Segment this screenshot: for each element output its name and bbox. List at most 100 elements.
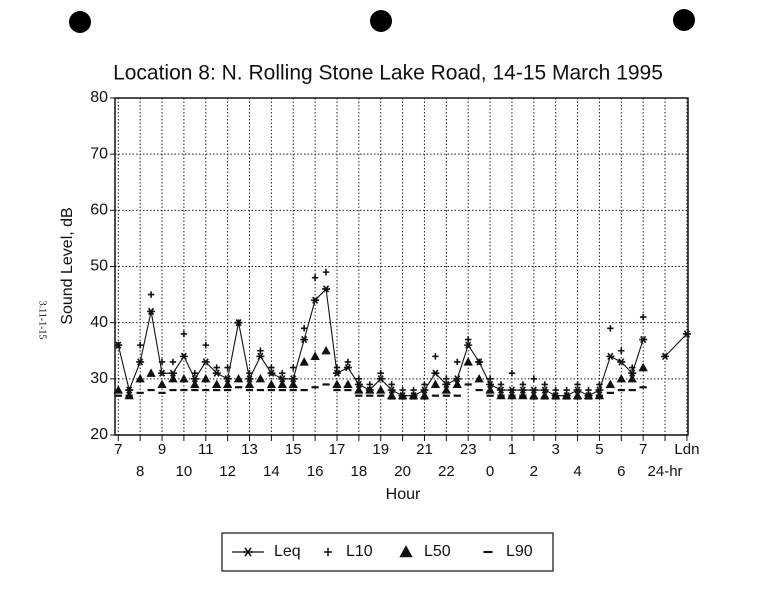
data-point [605,379,616,389]
data-point [213,364,220,371]
y-tick-label: 70 [90,145,108,162]
data-point [464,341,473,349]
data-point [190,379,200,389]
x-tick-label: 0 [486,463,494,480]
x-tick-label: 14 [263,463,280,480]
data-point [222,379,233,389]
data-point [497,386,506,394]
data-point [420,386,429,394]
data-point [256,352,265,361]
data-point [388,381,395,388]
data-point [235,319,242,326]
x-tick-label: 11 [198,441,214,458]
data-point [279,370,286,377]
data-point [365,385,375,394]
x-tick-label: 6 [617,463,625,480]
data-point [190,375,199,383]
data-point [430,379,441,389]
data-point [300,325,308,332]
data-point [277,379,287,389]
data-point [432,353,439,360]
data-point [574,381,581,388]
data-point [113,385,123,394]
data-point [311,274,319,281]
data-point [627,374,637,383]
x-tick-label: 10 [176,463,193,480]
punch-hole [69,11,91,33]
data-point [507,386,516,394]
data-point [442,380,451,389]
punch-hole [673,9,695,31]
data-point [639,335,648,344]
data-point [465,336,472,343]
x-tick-label: 17 [329,441,346,458]
data-point [310,351,320,360]
data-point [475,358,483,366]
x-tick-label: 3 [552,441,560,458]
y-tick-label: 20 [90,426,108,443]
data-point [223,375,232,383]
y-tick-label: 80 [90,89,108,106]
x-tick-label: 20 [394,463,411,480]
data-point [443,375,450,383]
data-point [179,374,189,383]
x-tick-label: 24-hr [648,463,683,480]
x-tick-label: 23 [460,441,477,458]
legend-box [221,532,554,572]
data-point [245,375,254,383]
data-point [179,352,188,361]
data-point [299,357,309,366]
data-point [147,291,155,298]
x-tick-label: 19 [372,441,389,458]
data-point [246,370,253,377]
data-point [638,362,648,372]
legend-label: L90 [506,543,533,560]
data-point [136,358,145,366]
data-point [191,370,199,377]
data-point [354,380,363,389]
data-point [267,369,276,377]
data-point [682,330,691,338]
data-point [157,379,167,389]
data-point [486,375,494,383]
data-point [661,352,670,361]
data-point [617,358,626,366]
data-point [343,363,352,372]
chart-title: Location 8: N. Rolling Stone Lake Road, … [113,62,663,85]
data-point [343,379,353,389]
side-note: 3.11-1-15 [37,301,48,340]
data-point [290,364,297,371]
data-point [421,381,428,388]
data-point [158,358,166,366]
data-point [257,347,264,354]
plot-frame [114,97,689,436]
x-tick-label: 22 [438,463,455,480]
x-tick-label: 7 [114,441,122,458]
data-point [454,358,461,366]
x-axis-label: Hour [386,486,421,503]
data-point [541,381,548,388]
data-point [485,385,495,394]
data-point [212,369,221,377]
data-point [136,341,144,349]
data-point [354,385,364,394]
data-point [255,374,266,383]
legend-marker [243,547,253,557]
data-point [431,369,440,377]
x-tick-label: 15 [285,441,302,458]
data-point [596,381,603,388]
data-point [486,380,495,389]
x-tick-label: 9 [158,441,166,458]
data-point [202,341,209,349]
y-tick-label: 50 [90,258,108,275]
x-tick-label: 16 [307,463,324,480]
x-tick-label: 5 [595,441,603,458]
data-point [146,368,156,377]
data-point [201,358,210,366]
data-point [377,370,384,377]
data-point [387,386,396,394]
data-point [201,374,211,383]
legend-marker [324,548,332,556]
data-point [268,364,275,371]
